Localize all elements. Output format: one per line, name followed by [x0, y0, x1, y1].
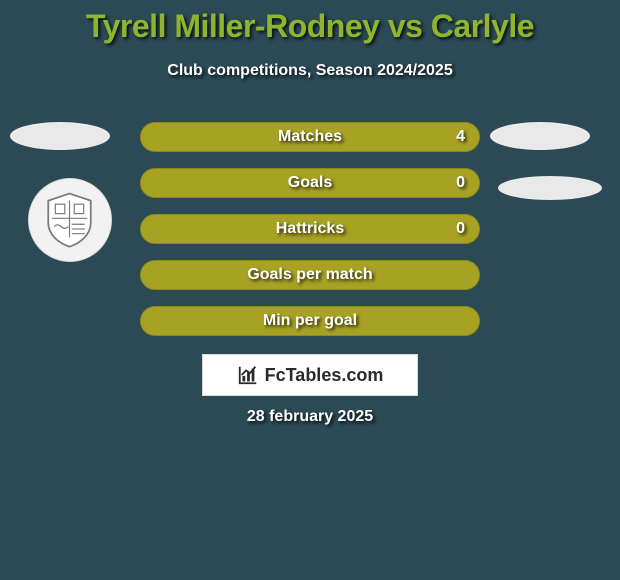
comparison-card: Tyrell Miller-Rodney vs Carlyle Club com… — [0, 0, 620, 580]
brand-text: FcTables.com — [265, 365, 384, 386]
brand-box[interactable]: FcTables.com — [202, 354, 418, 396]
player-left-avatar-placeholder — [10, 122, 110, 150]
stat-row: Min per goal — [140, 306, 480, 336]
shield-icon — [40, 190, 99, 249]
subtitle: Club competitions, Season 2024/2025 — [0, 62, 620, 80]
stat-label: Hattricks — [141, 215, 479, 243]
player-left-club-badge — [28, 178, 112, 262]
title: Tyrell Miller-Rodney vs Carlyle — [0, 8, 620, 45]
stat-row: Matches4 — [140, 122, 480, 152]
player-right-avatar-placeholder-bottom — [498, 176, 602, 200]
date-line: 28 february 2025 — [0, 408, 620, 426]
stat-label: Goals — [141, 169, 479, 197]
chart-icon — [237, 364, 259, 386]
stat-row: Hattricks0 — [140, 214, 480, 244]
player-right-avatar-placeholder-top — [490, 122, 590, 150]
stat-row: Goals per match — [140, 260, 480, 290]
stat-rows: Matches4Goals0Hattricks0Goals per matchM… — [140, 122, 480, 352]
stat-value: 4 — [456, 123, 465, 151]
stat-value: 0 — [456, 215, 465, 243]
stat-row: Goals0 — [140, 168, 480, 198]
stat-label: Min per goal — [141, 307, 479, 335]
stat-label: Goals per match — [141, 261, 479, 289]
stat-value: 0 — [456, 169, 465, 197]
stat-label: Matches — [141, 123, 479, 151]
